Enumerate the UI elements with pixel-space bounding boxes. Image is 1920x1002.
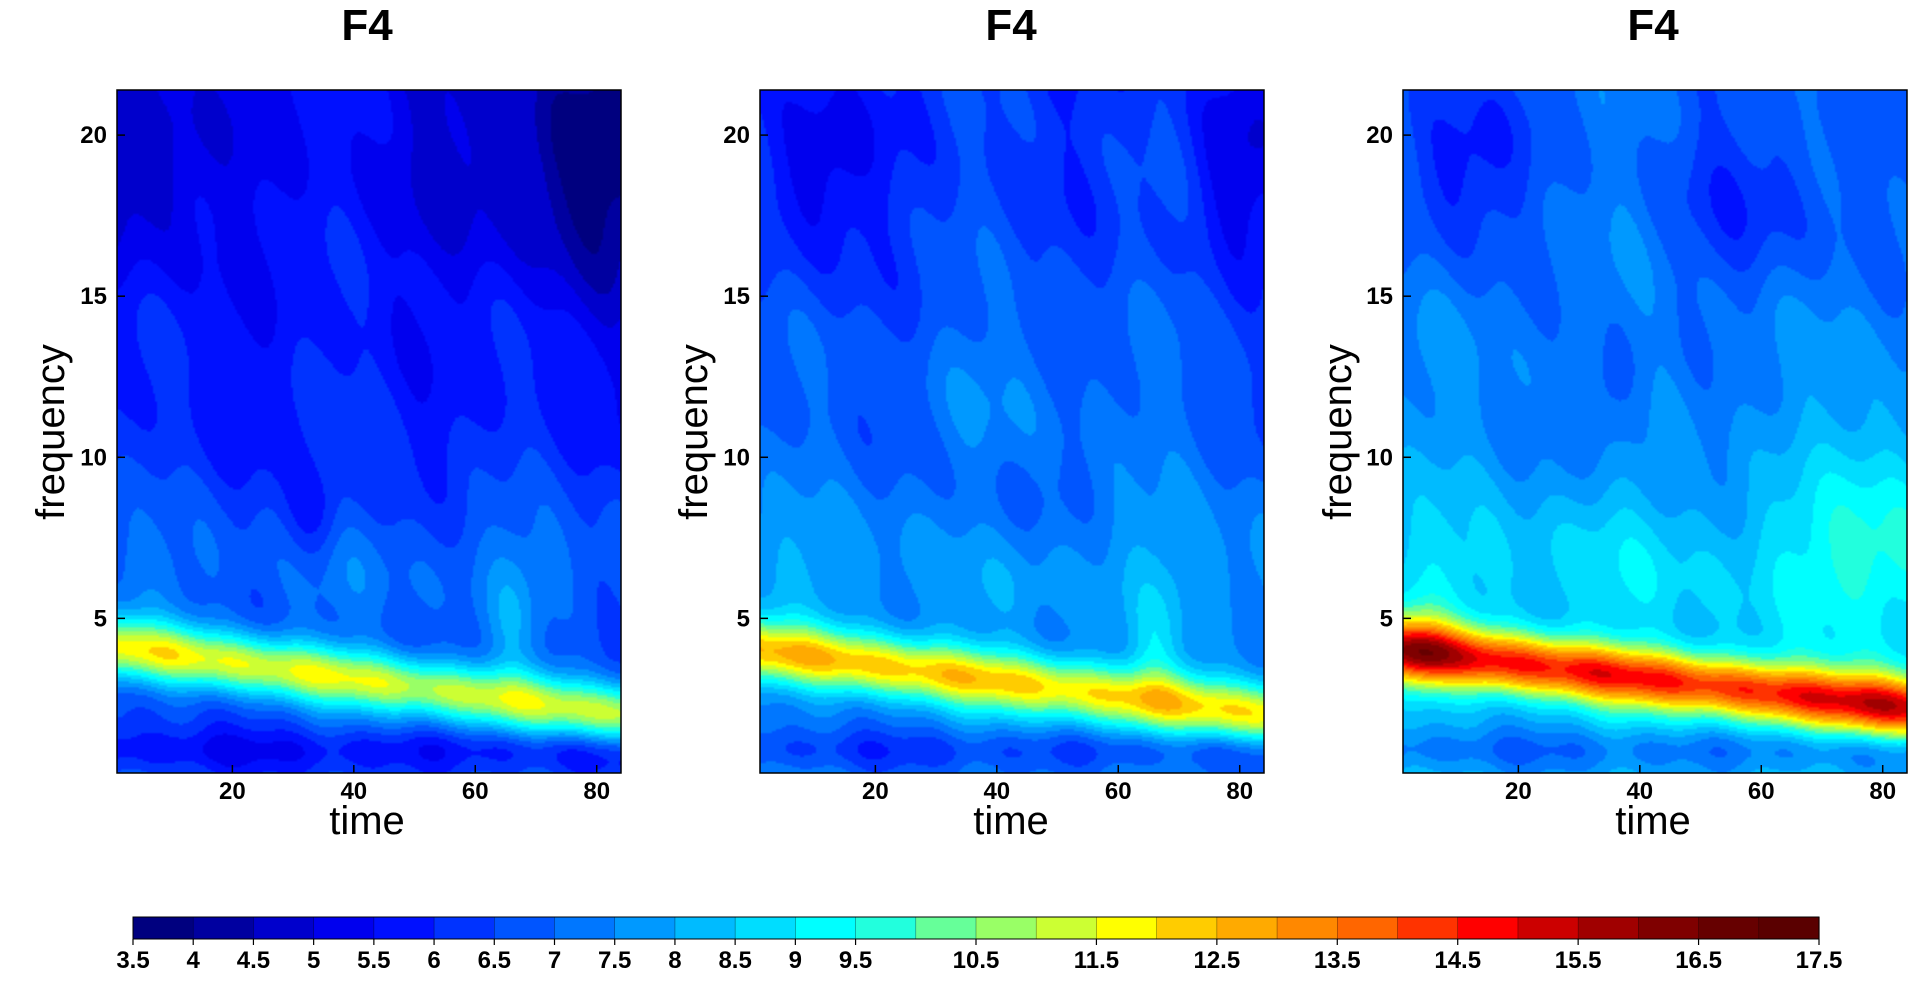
colorbar-swatch [674,917,736,939]
panel-3-xlabel: time [1615,799,1691,843]
colorbar-swatch [614,917,676,939]
x-tick-label: 80 [583,778,610,805]
panel-2-title: F4 [985,1,1037,50]
colorbar-swatch [1216,917,1278,939]
colorbar-swatch [373,917,435,939]
colorbar-swatch [1096,917,1158,939]
panel-1-xlabel: time [329,799,405,843]
colorbar-tick-label: 4.5 [237,947,270,974]
colorbar-swatch [915,917,977,939]
panel-3-ylabel: frequency [1316,344,1360,520]
y-tick-label: 15 [1366,283,1393,310]
colorbar-tick-label: 12.5 [1193,947,1240,974]
colorbar-swatch [1277,917,1338,939]
colorbar-swatch [313,917,375,939]
colorbar-tick-label: 5 [307,947,320,974]
x-tick-label: 40 [983,778,1010,805]
panel-2-heatmap [760,90,1264,773]
colorbar-tick-label: 17.5 [1796,947,1843,974]
x-tick-label: 20 [862,778,889,805]
colorbar-tick-label: 6.5 [478,947,511,974]
panel-3-heatmap [1403,90,1907,773]
x-tick-label: 40 [340,778,367,805]
panel-3-frame [1402,89,1908,774]
panel-1-ylabel: frequency [29,344,73,520]
colorbar-swatch [1638,917,1700,939]
colorbar-tick-label: 8 [668,947,681,974]
colorbar-tick-label: 7 [548,947,561,974]
panel-1-frame [116,89,622,774]
colorbar-tick-label: 5.5 [357,947,390,974]
x-tick-label: 60 [1748,778,1775,805]
x-tick-label: 60 [1105,778,1132,805]
panel-2-frame [759,89,1265,774]
x-tick-label: 80 [1226,778,1253,805]
y-tick-label: 20 [723,122,750,149]
colorbar-tick-label: 6 [427,947,440,974]
colorbar-swatch [1457,917,1519,939]
colorbar-swatch [1337,917,1399,939]
panel-1-heatmap [117,90,621,773]
colorbar-tick-label: 4 [187,947,201,974]
colorbar-tick-label: 11.5 [1074,947,1119,974]
x-tick-label: 60 [462,778,489,805]
colorbar-swatch [735,917,796,939]
colorbar-swatch [976,917,1037,939]
y-tick-label: 10 [723,444,750,471]
colorbar: 3.5 4 4.5 5 5.5 6 6.5 7 7.5 8 8.5 9 9.5 10.5 11.5 12.5 1… [116,916,1843,974]
colorbar-swatch [494,917,556,939]
panel-2-xlabel: time [973,799,1049,843]
colorbar-tick-label: 3.5 [116,947,149,974]
colorbar-swatch [1036,917,1098,939]
colorbar-tick-label: 16.5 [1675,947,1722,974]
x-tick-label: 20 [1505,778,1532,805]
y-tick-label: 10 [80,444,107,471]
colorbar-swatch [855,917,917,939]
panel-3-ticks: 20 40 60 80 5 10 15 20 [1366,122,1896,805]
panel-1-ticks: 20 40 60 80 5 10 15 20 [80,122,610,805]
colorbar-swatch [133,917,194,939]
colorbar-swatch [1517,917,1579,939]
colorbar-tick-label: 9.5 [839,947,872,974]
panel-3-title: F4 [1627,1,1679,50]
x-tick-label: 20 [219,778,246,805]
colorbar-swatch [253,917,315,939]
panel-2: F4 20 40 60 80 5 10 15 20 time frequency [672,1,1265,843]
y-tick-label: 5 [737,605,750,632]
colorbar-tick-label: 8.5 [718,947,751,974]
y-tick-label: 15 [723,283,750,310]
colorbar-swatch [1578,917,1639,939]
x-tick-label: 80 [1869,778,1896,805]
colorbar-swatch [1156,917,1218,939]
panel-1-title: F4 [341,1,393,50]
colorbar-swatch [1397,917,1459,939]
colorbar-swatch [795,917,857,939]
colorbar-tick-label: 10.5 [953,947,1000,974]
panel-1: F4 20 40 60 80 5 10 15 20 time frequency [29,1,622,843]
panel-3: F4 20 40 60 80 5 10 15 20 time frequency [1316,1,1908,843]
colorbar-tick-label: 13.5 [1314,947,1361,974]
panel-2-ticks: 20 40 60 80 5 10 15 20 [723,122,1253,805]
y-tick-label: 5 [94,605,107,632]
colorbar-swatch [554,917,616,939]
y-tick-label: 10 [1366,444,1393,471]
y-tick-label: 20 [80,122,107,149]
y-tick-label: 5 [1380,605,1393,632]
colorbar-swatch [1698,917,1760,939]
y-tick-label: 20 [1366,122,1393,149]
colorbar-swatch [1758,917,1820,939]
x-tick-label: 40 [1626,778,1653,805]
colorbar-tick-label: 7.5 [598,947,631,974]
panel-2-ylabel: frequency [672,344,716,520]
colorbar-swatch [434,917,495,939]
colorbar-swatch [193,917,255,939]
colorbar-tick-label: 15.5 [1555,947,1602,974]
colorbar-tick-label: 9 [789,947,802,974]
colorbar-tick-label: 14.5 [1434,947,1481,974]
y-tick-label: 15 [80,283,107,310]
